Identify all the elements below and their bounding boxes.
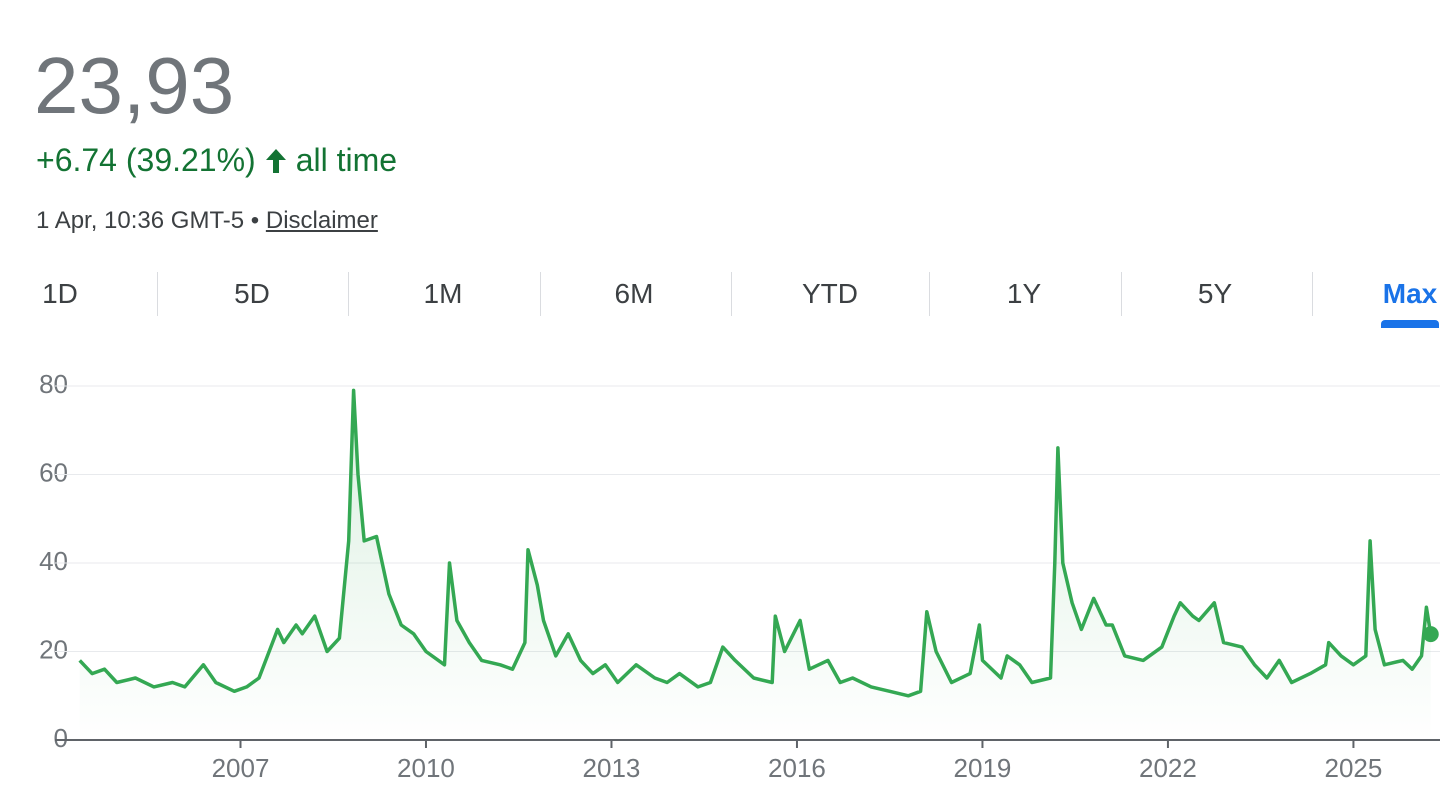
tab-divider: [1312, 272, 1313, 316]
y-tick-label: 80: [39, 369, 68, 399]
range-tab[interactable]: 1D: [42, 278, 78, 309]
y-tick-label: 20: [39, 634, 68, 664]
range-tab[interactable]: 5Y: [1197, 278, 1233, 309]
change-row: +6.74 (39.21%) all time: [36, 142, 397, 179]
change: +6.74 (39.21%): [36, 142, 256, 178]
tab-divider: [1121, 272, 1122, 316]
x-tick-label: 2016: [768, 753, 826, 783]
range-tab[interactable]: Max: [1382, 278, 1438, 309]
y-tick-label: 40: [39, 546, 68, 576]
active-indicator: [1381, 320, 1439, 328]
range-tab[interactable]: YTD: [802, 278, 858, 309]
last-point: [1422, 626, 1439, 643]
x-tick-label: 2019: [954, 753, 1012, 783]
period: all time: [295, 142, 398, 178]
tab-divider: [731, 272, 732, 316]
tab-divider: [929, 272, 930, 316]
area-fill: [79, 390, 1431, 740]
range-tab[interactable]: 5D: [234, 278, 270, 309]
tab-divider: [157, 272, 158, 316]
y-tick-label: 0: [54, 723, 68, 753]
x-tick-label: 2010: [397, 753, 455, 783]
range-tab[interactable]: 1M: [423, 278, 463, 309]
price: 23,93: [34, 41, 235, 130]
up-arrow: [265, 148, 286, 173]
y-tick-label: 60: [39, 457, 68, 487]
disclaimer-link[interactable]: Disclaimer: [265, 207, 378, 234]
price-line: [78, 388, 1433, 698]
x-tick-label: 2013: [583, 753, 641, 783]
meta: 1 Apr, 10:36 GMT-5 • Disclaimer: [36, 207, 378, 235]
x-tick-label: 2007: [212, 753, 270, 783]
range-tab[interactable]: 6M: [614, 278, 654, 309]
tab-divider: [348, 272, 349, 316]
timestamp: 1 Apr, 10:36 GMT-5 •: [36, 207, 260, 234]
tab-divider: [540, 272, 541, 316]
x-tick-label: 2022: [1139, 753, 1197, 783]
range-tab[interactable]: 1Y: [1006, 278, 1042, 309]
x-tick-label: 2025: [1325, 753, 1383, 783]
